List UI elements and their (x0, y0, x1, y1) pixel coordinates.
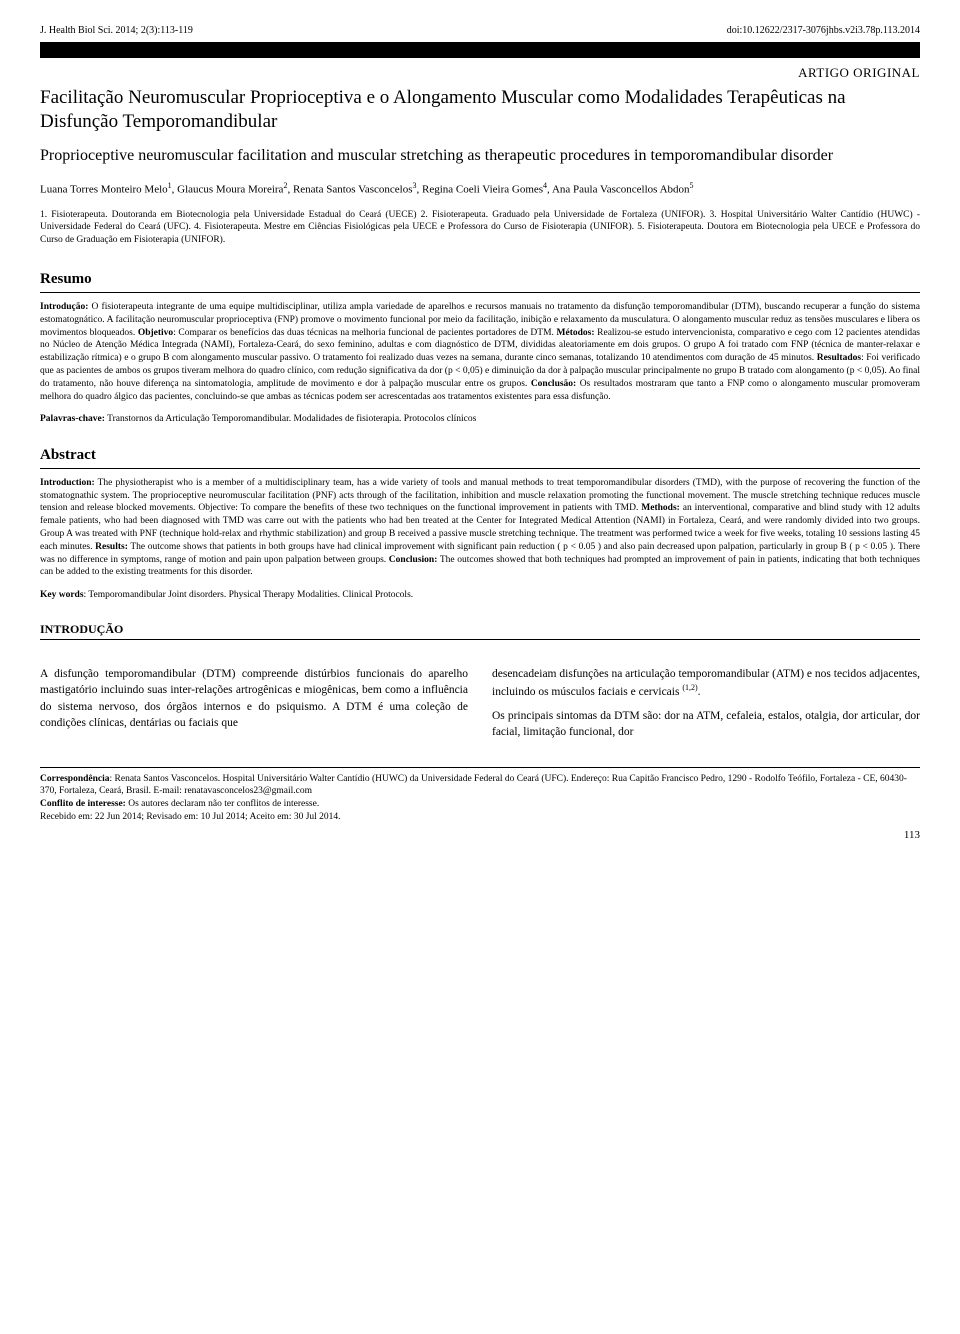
intro-col-left: A disfunção temporomandibular (DTM) comp… (40, 666, 468, 748)
conflito-text: Os autores declaram não ter conflitos de… (126, 799, 319, 809)
page-number: 113 (40, 828, 920, 843)
conflito-label: Conflito de interesse: (40, 799, 126, 809)
authors: Luana Torres Monteiro Melo1, Glaucus Mou… (40, 180, 920, 198)
conflict-interest: Conflito de interesse: Os autores declar… (40, 798, 920, 811)
resultados-label: Resultados (817, 353, 861, 363)
intro-para-3: Os principais sintomas da DTM são: dor n… (492, 708, 920, 740)
palavras-chave-label: Palavras-chave: (40, 414, 105, 424)
title-english: Proprioceptive neuromuscular facilitatio… (40, 146, 920, 167)
conclusion-label: Conclusion: (389, 555, 438, 565)
objetivo-label: Objetivo (138, 328, 173, 338)
title-portuguese: Facilitação Neuromuscular Proprioceptiva… (40, 86, 920, 134)
resumo-keywords: Palavras-chave: Transtornos da Articulaç… (40, 413, 920, 426)
results-label: Results: (95, 542, 128, 552)
metodos-label: Métodos: (557, 328, 595, 338)
intro-columns: A disfunção temporomandibular (DTM) comp… (40, 666, 920, 748)
keywords-text: : Temporomandibular Joint disorders. Phy… (84, 590, 414, 600)
resumo-body: Introdução: O fisioterapeuta integrante … (40, 301, 920, 404)
dates: Recebido em: 22 Jun 2014; Revisado em: 1… (40, 811, 920, 824)
conclusao-label: Conclusão: (531, 379, 576, 389)
spacer (40, 652, 920, 666)
introducao-heading: INTRODUÇÃO (40, 621, 920, 641)
journal-ref: J. Health Biol Sci. 2014; 2(3):113-119 (40, 24, 193, 38)
article-type: ARTIGO ORIGINAL (40, 64, 920, 82)
doi: doi:10.12622/2317-3076jhbs.v2i3.78p.113.… (727, 24, 920, 38)
footer-block: Correspondência: Renata Santos Vasconcel… (40, 767, 920, 824)
header-row: J. Health Biol Sci. 2014; 2(3):113-119 d… (40, 24, 920, 38)
corresp-label: Correspondência (40, 774, 110, 784)
abstract-keywords: Key words: Temporomandibular Joint disor… (40, 589, 920, 602)
correspondence: Correspondência: Renata Santos Vasconcel… (40, 773, 920, 799)
intro-para-1: A disfunção temporomandibular (DTM) comp… (40, 666, 468, 730)
intro-para-2: desencadeiam disfunções na articulação t… (492, 666, 920, 700)
decorative-bar (40, 42, 920, 58)
resumo-heading: Resumo (40, 269, 920, 293)
objetivo-text: : Comparar os benefícios das duas técnic… (173, 328, 556, 338)
intro-label: Introdução: (40, 302, 88, 312)
keywords-label: Key words (40, 590, 84, 600)
abstract-body: Introduction: The physiotherapist who is… (40, 477, 920, 580)
introduction-label: Introduction: (40, 478, 95, 488)
palavras-chave-text: Transtornos da Articulação Temporomandib… (105, 414, 476, 424)
affiliations: 1. Fisioterapeuta. Doutoranda em Biotecn… (40, 209, 920, 247)
intro-col-right: desencadeiam disfunções na articulação t… (492, 666, 920, 748)
methods-label: Methods: (641, 503, 680, 513)
abstract-heading: Abstract (40, 445, 920, 469)
corresp-text: : Renata Santos Vasconcelos. Hospital Un… (40, 774, 907, 797)
